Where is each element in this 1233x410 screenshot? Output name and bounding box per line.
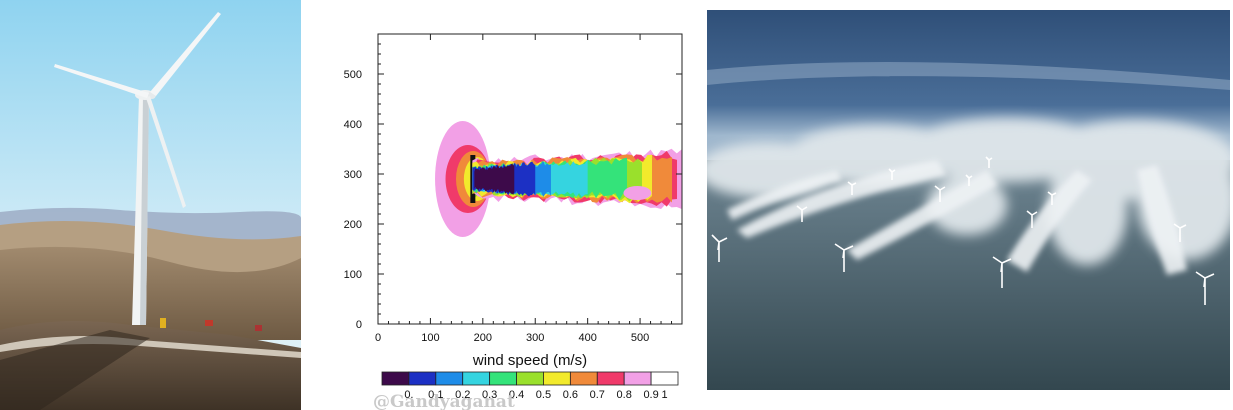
wake-field [435, 121, 682, 237]
y-tick-label: 100 [344, 269, 362, 281]
x-tick-label: 300 [526, 332, 544, 344]
turbine-blade [146, 96, 186, 208]
plot-frame [377, 33, 683, 325]
colorbar-swatch [381, 371, 410, 386]
wind-turbines [711, 156, 1215, 305]
y-tick-label: 0 [356, 319, 362, 331]
colorbar-swatch [543, 371, 571, 386]
colorbar-label: 0. [404, 389, 413, 401]
turbine-blade [150, 12, 221, 96]
x-tick-label: 400 [578, 332, 596, 344]
y-tick-label: 300 [344, 169, 362, 181]
colorbar-swatch [489, 371, 517, 386]
colorbar-swatch [596, 371, 625, 386]
offshore-wind-farm-photo [707, 10, 1230, 390]
watermark: @Gandyaganat [373, 392, 515, 410]
wake-contour [623, 186, 652, 200]
y-tick-label: 200 [344, 219, 362, 231]
colorbar-label: 0.7 [590, 389, 605, 401]
x-tick-label: 100 [421, 332, 439, 344]
colorbar-label: 0.2 [455, 389, 470, 401]
colorbar-swatch [623, 371, 652, 386]
wake-plot: 0 100 200 300 400 500 0 100 200 300 400 500 wind sp… [301, 0, 707, 410]
colorbar-swatch [516, 371, 544, 386]
colorbar-swatch [650, 371, 679, 386]
wake-contour [474, 163, 515, 195]
colorbar-swatch [435, 371, 464, 386]
colorbar: 0. 0.1 0.2 0.3 0.4 0.5 0.6 0.7 0.8 0.9 1 [381, 371, 679, 401]
turbine-blade [54, 64, 149, 98]
colorbar-label: 0.1 [428, 389, 443, 401]
x-axis-label: wind speed (m/s) [472, 352, 587, 369]
colorbar-swatch [569, 371, 598, 386]
colorbar-label: 0.3 [482, 389, 497, 401]
colorbar-label: 0.4 [509, 389, 524, 401]
colorbar-label: 1 [661, 389, 667, 401]
colorbar-swatch [462, 371, 491, 386]
colorbar-swatch [408, 371, 437, 386]
onshore-turbine-photo [0, 0, 301, 410]
y-tick-label: 500 [344, 69, 362, 81]
y-tick-label: 400 [344, 119, 362, 131]
x-tick-label: 500 [631, 332, 649, 344]
x-tick-label: 200 [474, 332, 492, 344]
x-tick-label: 0 [375, 332, 381, 344]
colorbar-label: 0.5 [536, 389, 551, 401]
colorbar-label: 0.9 [643, 389, 658, 401]
colorbar-label: 0.8 [617, 389, 632, 401]
colorbar-label: 0.6 [563, 389, 578, 401]
